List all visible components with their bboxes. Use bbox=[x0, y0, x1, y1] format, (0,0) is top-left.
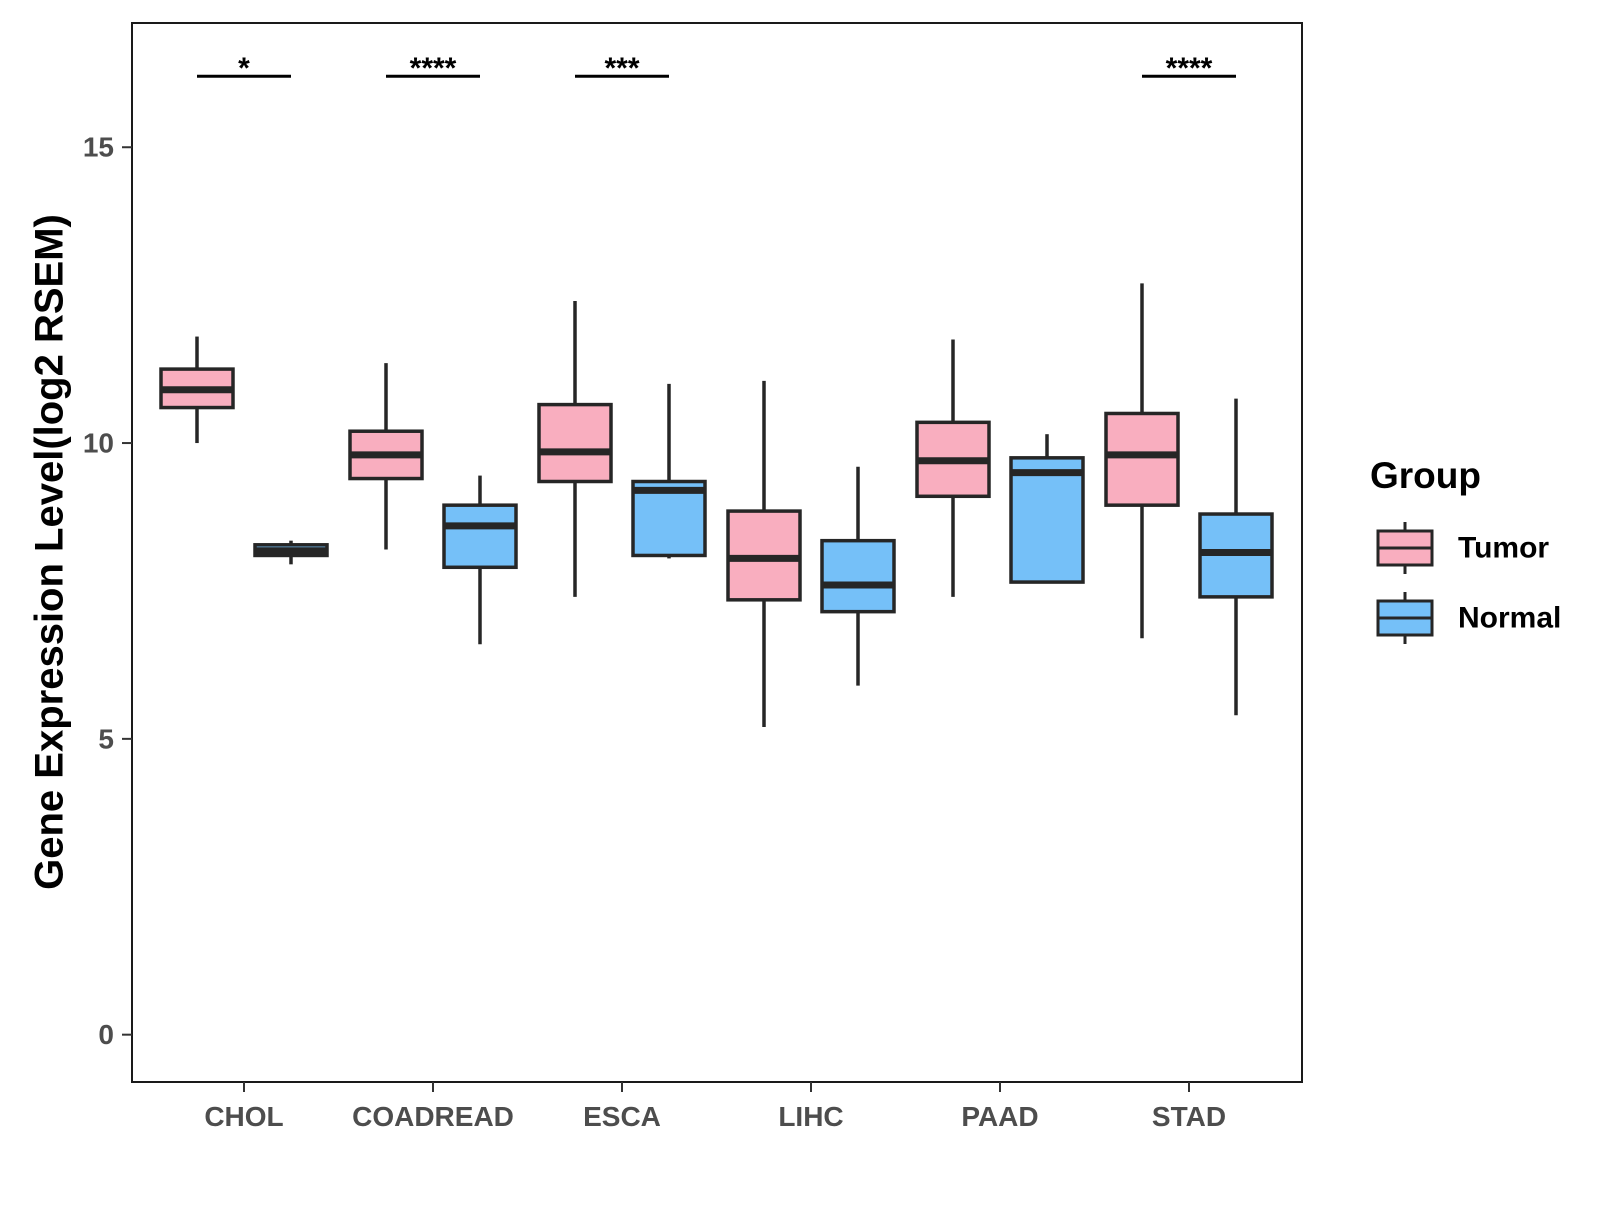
x-axis: CHOL COADREAD ESCA LIHC PAAD STAD bbox=[204, 1082, 1226, 1132]
legend: Group Tumor Normal bbox=[1370, 455, 1561, 644]
x-tick-label: STAD bbox=[1152, 1101, 1226, 1132]
x-tick-label: PAAD bbox=[961, 1101, 1038, 1132]
x-tick-label: LIHC bbox=[778, 1101, 843, 1132]
legend-label: Normal bbox=[1458, 602, 1561, 635]
box-normal-coadread bbox=[442, 475, 518, 645]
y-tick-label: 15 bbox=[83, 132, 114, 163]
box-normal-esca bbox=[631, 383, 707, 559]
significance-label: **** bbox=[410, 52, 457, 85]
y-tick-label: 0 bbox=[98, 1019, 114, 1050]
box-body bbox=[820, 538, 896, 614]
y-axis: 0 5 10 15 bbox=[83, 132, 132, 1050]
box-tumor-chol bbox=[159, 336, 235, 444]
x-tick-label: CHOL bbox=[204, 1101, 283, 1132]
significance-layer: * **** *** **** bbox=[197, 52, 1236, 85]
box-tumor-stad bbox=[1104, 283, 1180, 639]
x-tick-label: ESCA bbox=[583, 1101, 661, 1132]
significance-stad: **** bbox=[1142, 52, 1236, 85]
box-body bbox=[1009, 456, 1085, 584]
legend-title: Group bbox=[1370, 455, 1481, 496]
box-body bbox=[1104, 411, 1180, 507]
x-tick-label: COADREAD bbox=[352, 1101, 514, 1132]
significance-label: *** bbox=[604, 52, 639, 85]
box-normal-lihc bbox=[820, 466, 896, 686]
y-tick-label: 10 bbox=[83, 428, 114, 459]
box-body bbox=[537, 402, 613, 484]
box-body bbox=[442, 503, 518, 570]
box-normal-paad bbox=[1009, 434, 1085, 584]
box-tumor-lihc bbox=[726, 380, 802, 728]
legend-item-tumor: Tumor bbox=[1376, 522, 1549, 574]
box-tumor-esca bbox=[537, 301, 613, 597]
y-axis-title: Gene Expression Level(log2 RSEM) bbox=[28, 214, 72, 890]
box-layer bbox=[159, 283, 1274, 728]
significance-label: **** bbox=[1166, 52, 1213, 85]
y-tick-label: 5 bbox=[98, 723, 114, 754]
box-normal-chol bbox=[253, 540, 329, 565]
box-normal-stad bbox=[1198, 398, 1274, 716]
box-tumor-coadread bbox=[348, 363, 424, 550]
significance-chol: * bbox=[197, 52, 291, 85]
legend-item-normal: Normal bbox=[1376, 592, 1561, 644]
significance-coadread: **** bbox=[386, 52, 480, 85]
legend-label: Tumor bbox=[1458, 532, 1549, 565]
significance-esca: *** bbox=[575, 52, 669, 85]
box-tumor-paad bbox=[915, 339, 991, 597]
significance-label: * bbox=[238, 52, 250, 85]
